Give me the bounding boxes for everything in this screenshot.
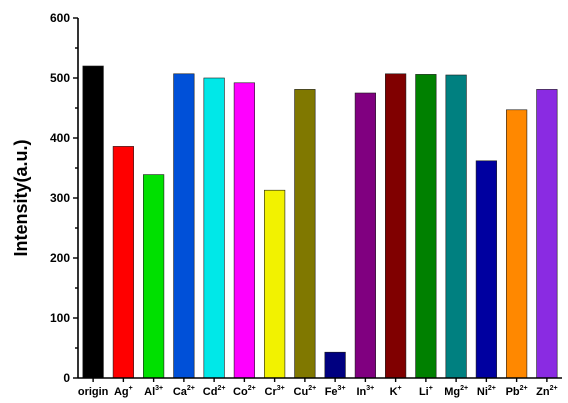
x-tick-label-k: K+ bbox=[390, 385, 402, 398]
bar-in bbox=[354, 92, 376, 379]
x-tick-label-pb: Pb2+ bbox=[506, 385, 528, 398]
bar-co bbox=[233, 82, 255, 379]
bar-al bbox=[143, 174, 165, 379]
y-tick-label-200: 200 bbox=[50, 251, 70, 265]
y-axis-label: Intensity(a.u.) bbox=[11, 139, 31, 256]
x-tick-label-ag: Ag+ bbox=[114, 385, 133, 398]
bar-cd bbox=[203, 77, 225, 379]
bar-pb bbox=[506, 109, 528, 379]
y-tick-label-400: 400 bbox=[50, 131, 70, 145]
x-tick-label-ca: Ca2+ bbox=[173, 385, 195, 398]
bar-mg bbox=[445, 74, 467, 379]
bar-li bbox=[415, 74, 437, 379]
x-tick-label-origin: origin bbox=[78, 386, 109, 398]
bars-layer bbox=[82, 65, 558, 379]
bar-k bbox=[385, 73, 407, 379]
y-tick-label-500: 500 bbox=[50, 71, 70, 85]
bar-ni bbox=[475, 160, 497, 379]
x-tick-label-cr: Cr3+ bbox=[265, 385, 285, 398]
x-tick-label-al: Al3+ bbox=[144, 385, 163, 398]
x-tick-label-ni: Ni2+ bbox=[477, 385, 496, 398]
y-tick-label-0: 0 bbox=[63, 371, 70, 385]
x-tick-label-li: Li+ bbox=[419, 385, 433, 398]
y-tick-label-600: 600 bbox=[50, 11, 70, 25]
y-tick-label-100: 100 bbox=[50, 311, 70, 325]
x-tick-label-zn: Zn2+ bbox=[536, 385, 557, 398]
x-tick-label-in: In3+ bbox=[356, 385, 374, 398]
bar-zn bbox=[536, 89, 558, 379]
x-tick-label-cd: Cd2+ bbox=[203, 385, 226, 398]
bar-ag bbox=[112, 146, 134, 379]
x-tick-label-cu: Cu2+ bbox=[294, 385, 317, 398]
bar-ca bbox=[173, 73, 195, 379]
y-tick-label-300: 300 bbox=[50, 191, 70, 205]
x-tick-label-mg: Mg2+ bbox=[444, 385, 468, 398]
x-tick-label-co: Co2+ bbox=[233, 385, 256, 398]
bar-fe bbox=[324, 351, 346, 379]
ticks-layer: 0 100 200 300 400 500 600 origin Ag+ Al3+ Ca2+ Cd2+… bbox=[50, 11, 558, 398]
bar-cr bbox=[264, 189, 286, 379]
x-tick-label-fe: Fe3+ bbox=[325, 385, 346, 398]
bar-cu bbox=[294, 89, 316, 379]
bar-origin bbox=[82, 65, 104, 379]
